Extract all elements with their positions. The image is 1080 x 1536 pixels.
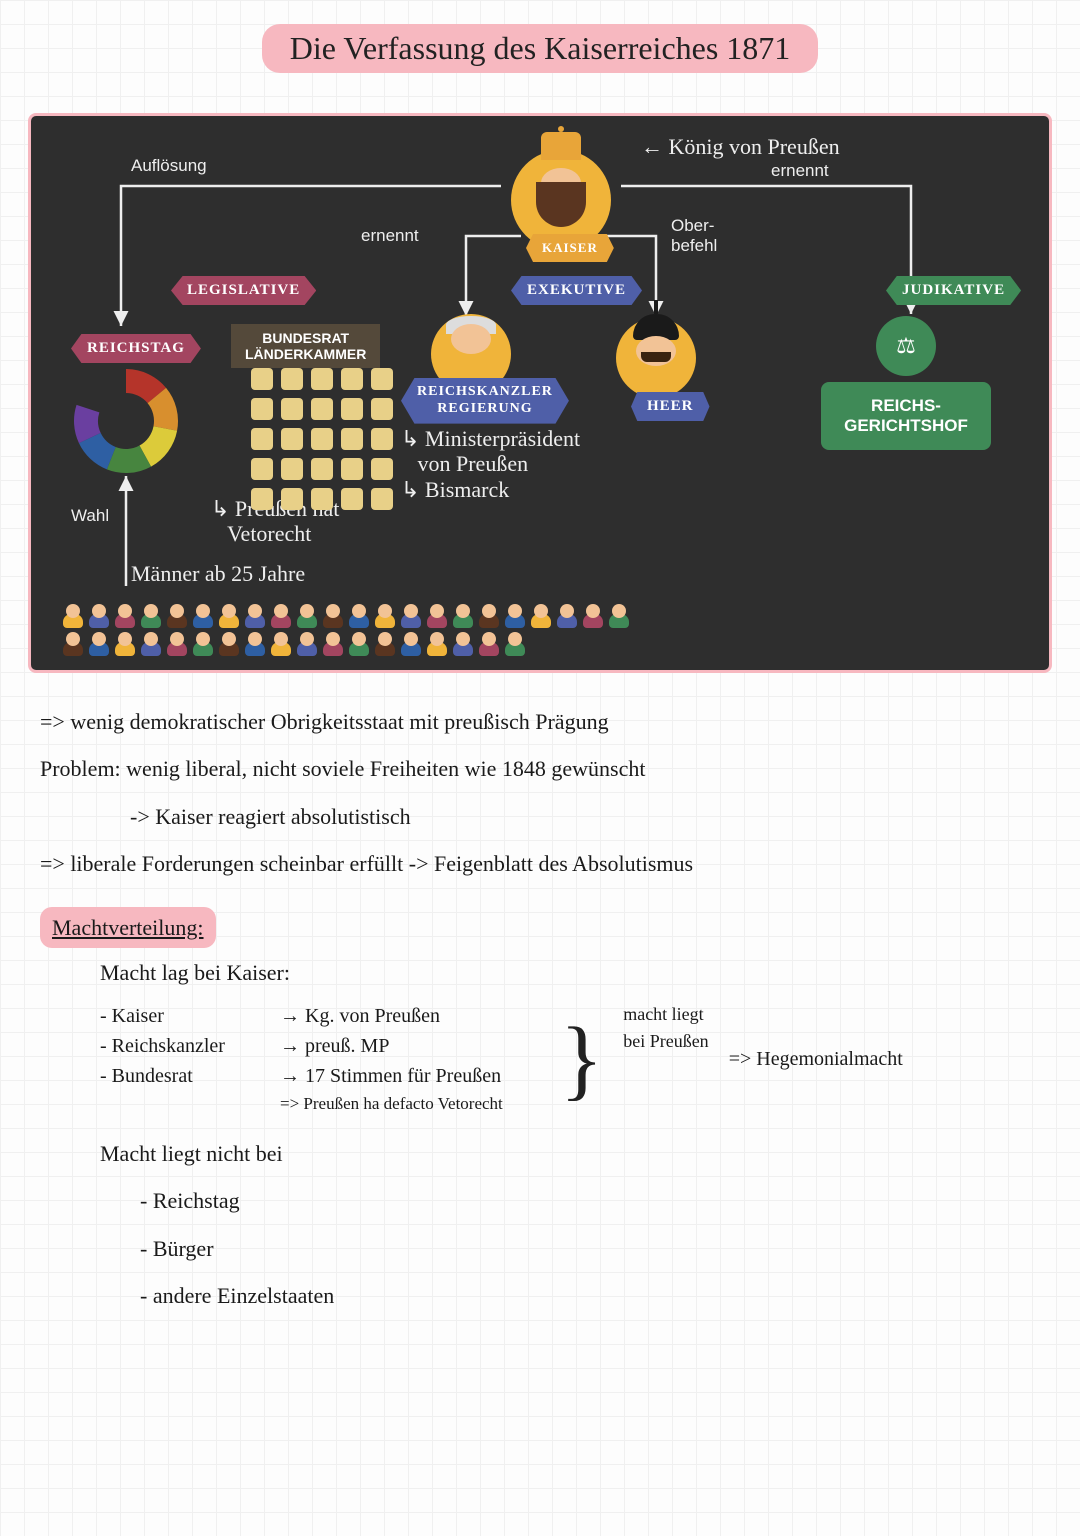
label-ernennt-right: ernennt xyxy=(771,161,829,181)
bundesrat-r: → 17 Stimmen für Preußen xyxy=(280,1061,540,1091)
ribbon-kaiser: KAISER xyxy=(526,234,614,262)
label-oberbefehl: Ober- befehl xyxy=(671,216,717,256)
page-title: Die Verfassung des Kaiserreiches 1871 xyxy=(262,24,819,73)
brace-note: macht liegt bei Preußen xyxy=(623,1001,708,1055)
not-at-head: Macht liegt nicht bei xyxy=(40,1135,1040,1172)
scales-icon: ⚖ xyxy=(876,316,936,376)
hand-koenig: ← König von Preußen xyxy=(641,134,840,159)
label-aufloesung: Auflösung xyxy=(131,156,207,176)
title-wrap: Die Verfassung des Kaiserreiches 1871 xyxy=(0,0,1080,73)
subhead-macht: Machtverteilung: xyxy=(40,907,216,948)
handwritten-notes: => wenig demokratischer Obrigkeitsstaat … xyxy=(0,673,1080,1314)
hand-maenner: Männer ab 25 Jahre xyxy=(131,561,305,586)
heer-icon xyxy=(611,306,701,396)
ribbon-reichskanzler: REICHSKANZLER REGIERUNG xyxy=(401,378,569,424)
power-at: Macht lag bei Kaiser: xyxy=(40,954,1040,991)
bundesrat-r2: => Preußen ha defacto Vetorecht xyxy=(280,1091,540,1117)
bundesrat-l2: LÄNDERKAMMER xyxy=(245,346,366,362)
kaiser-l: - Kaiser xyxy=(100,1001,260,1031)
kanzler-l: - Reichskanzler xyxy=(100,1031,260,1061)
brace-result: => Hegemonialmacht xyxy=(729,1044,903,1074)
kaiser-r: → Kg. von Preußen xyxy=(280,1001,540,1031)
ribbon-heer: HEER xyxy=(631,392,710,421)
label-ernennt-left: ernennt xyxy=(361,226,419,246)
hand-mp: ↳ Ministerpräsident von Preußen ↳ Bismar… xyxy=(401,426,580,502)
brace-icon: } xyxy=(560,1019,603,1100)
not-at-1: - Reichstag xyxy=(40,1182,1040,1219)
voters-icons xyxy=(61,602,631,656)
power-grid: - Kaiser - Reichskanzler - Bundesrat → K… xyxy=(40,1001,1040,1117)
court-l1: REICHS- xyxy=(871,396,941,415)
court-l2: GERICHTSHOF xyxy=(844,416,968,435)
rk-l2: REGIERUNG xyxy=(437,401,532,416)
ribbon-legislative: LEGISLATIVE xyxy=(171,276,316,305)
note-line4: => liberale Forderungen scheinbar erfüll… xyxy=(40,845,1040,882)
not-at-2: - Bürger xyxy=(40,1230,1040,1267)
constitution-infographic: Auflösung ernennt ernennt Ober- befehl W… xyxy=(28,113,1052,673)
note-line1: => wenig demokratischer Obrigkeitsstaat … xyxy=(40,703,1040,740)
rk-l1: REICHSKANZLER xyxy=(417,384,553,399)
bundesrat-seats xyxy=(251,368,393,510)
note-line2: Problem: wenig liberal, nicht soviele Fr… xyxy=(40,750,1040,787)
ribbon-judikative: JUDIKATIVE xyxy=(886,276,1021,305)
bundesrat-l: - Bundesrat xyxy=(100,1061,260,1091)
reichsgerichtshof: ⚖ REICHS- GERICHTSHOF xyxy=(821,316,991,450)
kanzler-r: → preuß. MP xyxy=(280,1031,540,1061)
ribbon-reichstag: REICHSTAG xyxy=(71,334,201,363)
not-at-3: - andere Einzelstaaten xyxy=(40,1277,1040,1314)
bundesrat-l1: BUNDESRAT xyxy=(262,330,349,346)
ribbon-bundesrat: BUNDESRAT LÄNDERKAMMER xyxy=(231,324,380,368)
note-line3: -> Kaiser reagiert absolutistisch xyxy=(40,798,1040,835)
reichstag-donut xyxy=(71,366,181,476)
label-wahl: Wahl xyxy=(71,506,109,526)
ribbon-exekutive: EXEKUTIVE xyxy=(511,276,642,305)
